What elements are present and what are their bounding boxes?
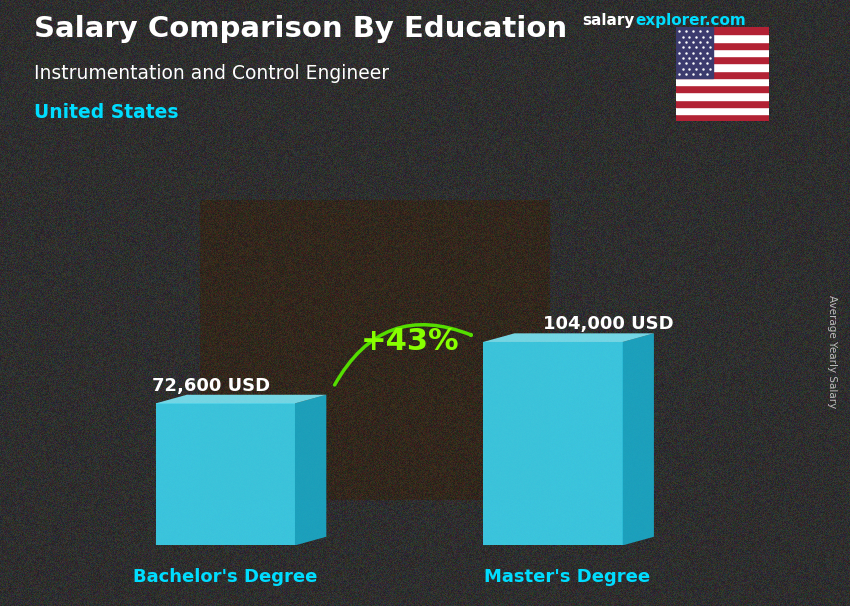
Polygon shape xyxy=(295,395,326,545)
Bar xyxy=(676,64,769,71)
Bar xyxy=(676,35,769,42)
Text: Average Yearly Salary: Average Yearly Salary xyxy=(827,295,837,408)
Polygon shape xyxy=(483,342,622,545)
Text: Master's Degree: Master's Degree xyxy=(484,568,650,585)
Bar xyxy=(676,27,769,35)
Bar xyxy=(676,71,769,78)
Bar xyxy=(676,92,769,99)
Polygon shape xyxy=(483,333,654,342)
Text: United States: United States xyxy=(34,103,178,122)
Bar xyxy=(676,78,769,85)
Text: explorer.com: explorer.com xyxy=(636,13,746,28)
Bar xyxy=(676,85,769,92)
Bar xyxy=(676,27,713,78)
Text: 104,000 USD: 104,000 USD xyxy=(543,315,674,333)
Bar xyxy=(676,56,769,64)
Text: Salary Comparison By Education: Salary Comparison By Education xyxy=(34,15,567,43)
FancyArrowPatch shape xyxy=(335,325,471,385)
Text: 72,600 USD: 72,600 USD xyxy=(152,377,270,395)
Polygon shape xyxy=(622,333,654,545)
Text: +43%: +43% xyxy=(360,327,459,356)
Bar xyxy=(676,42,769,49)
Text: Bachelor's Degree: Bachelor's Degree xyxy=(133,568,317,585)
Polygon shape xyxy=(156,404,295,545)
Bar xyxy=(676,99,769,107)
Bar xyxy=(676,107,769,114)
Text: Instrumentation and Control Engineer: Instrumentation and Control Engineer xyxy=(34,64,389,82)
Bar xyxy=(676,49,769,56)
Bar xyxy=(676,114,769,121)
Polygon shape xyxy=(156,395,326,404)
Text: salary: salary xyxy=(582,13,635,28)
